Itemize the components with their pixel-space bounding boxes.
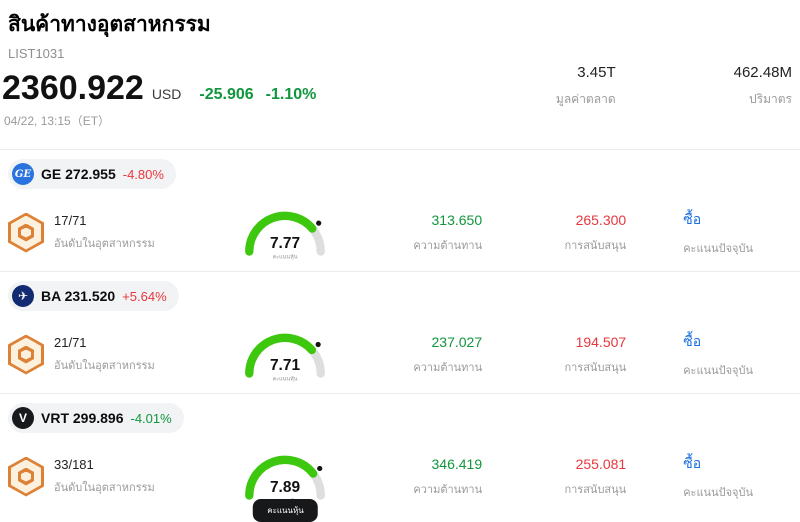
buy-rating-link[interactable]: ซื้อ (683, 210, 702, 227)
stock-change: -4.80% (122, 166, 164, 182)
support-column: 265.300 การสนับสนุน (482, 212, 626, 254)
volume-label: ปริมาตร (749, 92, 792, 106)
score-label: คะแนนหุ้น (273, 376, 298, 383)
ge-logo-icon: GE (12, 163, 34, 185)
resistance-label: ความต้านทาน (413, 361, 483, 374)
ticker-price: GE 272.955 (41, 166, 116, 182)
score-value: 7.71 (270, 357, 301, 374)
support-column: 255.081 การสนับสนุน (482, 456, 626, 498)
ge-logo-text: GE (14, 168, 32, 180)
rating-label: คะแนนปัจจุบัน (683, 364, 753, 377)
support-value: 194.507 (575, 333, 627, 350)
support-value: 265.300 (575, 211, 627, 228)
rank-value: 17/71 (54, 213, 87, 228)
currency-label: USD (151, 86, 182, 102)
score-gauge-column: 7.71 คะแนนหุ้น (227, 321, 344, 388)
resistance-column: 346.419 ความต้านทาน (344, 456, 482, 498)
ba-logo-glyph: ✈ (17, 289, 29, 303)
vrt-logo-text: V (18, 411, 27, 425)
rank-column: 33/181 อันดับในอุตสาหกรรม (8, 456, 227, 497)
volume-stat: 462.48M ปริมาตร (734, 64, 792, 109)
support-column: 194.507 การสนับสนุน (482, 334, 626, 376)
rank-text: 17/71 อันดับในอุตสาหกรรม (54, 213, 155, 252)
resistance-label: ความต้านทาน (413, 483, 483, 496)
rank-text: 21/71 อันดับในอุตสาหกรรม (54, 335, 155, 374)
ticker-price: BA 231.520 (41, 288, 116, 304)
rating-label: คะแนนปัจจุบัน (683, 486, 753, 499)
change-percent: -1.10% (265, 86, 317, 103)
stock-change: -4.01% (130, 410, 172, 426)
stock-change: +5.64% (122, 288, 167, 304)
rank-text: 33/181 อันดับในอุตสาหกรรม (54, 457, 155, 496)
support-label: การสนับสนุน (564, 361, 627, 374)
stock-section-ge: GE GE 272.955 -4.80% 17/71 อันดับในอุตสา… (0, 149, 800, 271)
index-price-row: 2360.922 USD -25.906 -1.10% (2, 69, 792, 108)
score-tooltip: คะแนนหุ้น (253, 499, 318, 522)
ticker-price: VRT 299.896 (41, 410, 124, 426)
score-label: คะแนนหุ้น (273, 254, 298, 261)
index-price: 2360.922 (2, 69, 144, 107)
score-gauge-column: 7.77 คะแนนหุ้น (227, 199, 344, 266)
index-change: -25.906 -1.10% (199, 86, 316, 104)
market-cap-stat: 3.45T มูลค่าตลาด (556, 64, 616, 109)
change-absolute: -25.906 (199, 86, 254, 103)
buy-rating-link[interactable]: ซื้อ (683, 332, 702, 349)
rank-column: 21/71 อันดับในอุตสาหกรรม (8, 334, 227, 375)
resistance-label: ความต้านทาน (413, 239, 483, 252)
header-stats: 3.45T มูลค่าตลาด 462.48M ปริมาตร (556, 64, 792, 109)
market-cap-value: 3.45T (577, 64, 616, 81)
stock-row: 21/71 อันดับในอุตสาหกรรม 7.71 คะแนนหุ้น … (0, 321, 800, 388)
rank-value: 33/181 (54, 457, 94, 472)
score-gauge: 7.71 คะแนนหุ้น (245, 333, 326, 383)
header: สินค้าทางอุตสาหกรรม LIST1031 2360.922 US… (0, 0, 800, 129)
resistance-value: 346.419 (431, 455, 483, 472)
score-value: 7.89 (270, 479, 301, 496)
timestamp: 04/22, 13:15（ET） (4, 114, 111, 128)
resistance-value: 313.650 (431, 211, 483, 228)
stock-row: 33/181 อันดับในอุตสาหกรรม 7.89 คะแนนหุ้น… (0, 443, 800, 522)
rank-badge-icon (8, 212, 44, 253)
rating-column: ซื้อ คะแนนปัจจุบัน (683, 453, 800, 501)
rank-column: 17/71 อันดับในอุตสาหกรรม (8, 212, 227, 253)
resistance-value: 237.027 (431, 333, 483, 350)
resistance-column: 313.650 ความต้านทาน (344, 212, 482, 254)
support-label: การสนับสนุน (564, 483, 627, 496)
stock-pill-ba[interactable]: ✈ BA 231.520 +5.64% (8, 281, 179, 311)
buy-rating-link[interactable]: ซื้อ (683, 454, 702, 471)
rank-badge-icon (8, 456, 44, 497)
score-gauge-column: 7.89 คะแนนหุ้น คะแนนหุ้น (227, 443, 344, 522)
resistance-column: 237.027 ความต้านทาน (344, 334, 482, 376)
rank-label: อันดับในอุตสาหกรรม (54, 238, 155, 250)
stock-section-vrt: V VRT 299.896 -4.01% 33/181 อันดับในอุตส… (0, 393, 800, 522)
stock-section-ba: ✈ BA 231.520 +5.64% 21/71 อันดับในอุตสาห… (0, 271, 800, 393)
rank-badge-icon (8, 334, 44, 375)
stock-pill-vrt[interactable]: V VRT 299.896 -4.01% (8, 403, 184, 433)
score-value: 7.77 (270, 235, 300, 252)
rating-column: ซื้อ คะแนนปัจจุบัน (683, 209, 800, 257)
page-title: สินค้าทางอุตสาหกรรม (8, 13, 211, 36)
list-id: LIST1031 (8, 46, 65, 61)
rank-value: 21/71 (54, 335, 87, 350)
rating-column: ซื้อ คะแนนปัจจุบัน (683, 331, 800, 379)
market-cap-label: มูลค่าตลาด (555, 92, 616, 106)
stock-row: 17/71 อันดับในอุตสาหกรรม 7.77 คะแนนหุ้น … (0, 199, 800, 266)
score-gauge: 7.77 คะแนนหุ้น (245, 211, 326, 261)
vrt-logo-icon: V (12, 407, 34, 429)
support-label: การสนับสนุน (564, 239, 627, 252)
support-value: 255.081 (575, 455, 627, 472)
rank-label: อันดับในอุตสาหกรรม (54, 360, 155, 372)
rating-label: คะแนนปัจจุบัน (683, 242, 753, 255)
stock-pill-ge[interactable]: GE GE 272.955 -4.80% (8, 159, 176, 189)
volume-value: 462.48M (733, 64, 792, 81)
rank-label: อันดับในอุตสาหกรรม (54, 482, 155, 494)
stock-list: GE GE 272.955 -4.80% 17/71 อันดับในอุตสา… (0, 149, 800, 522)
ba-logo-icon: ✈ (12, 285, 34, 307)
